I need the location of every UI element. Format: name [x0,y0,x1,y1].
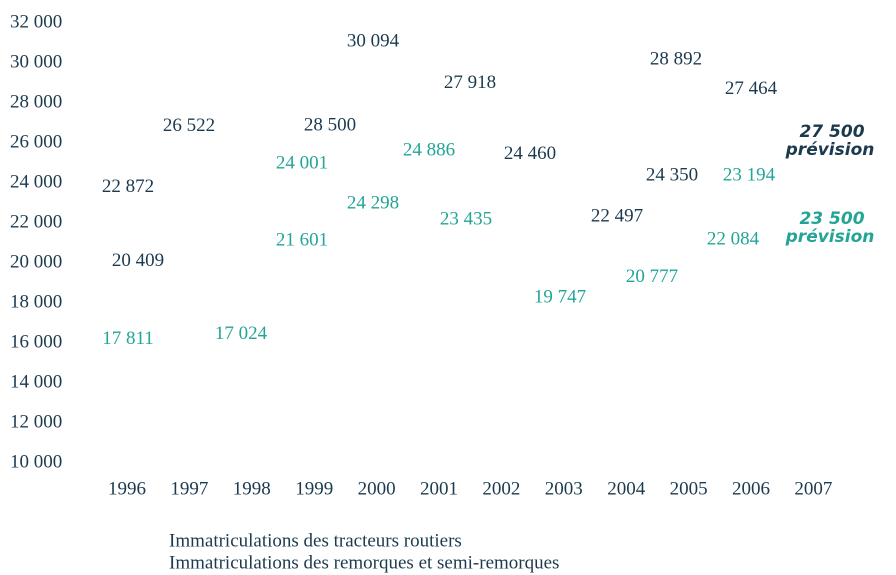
x-tick-label: 2007 [794,478,832,499]
value-label: 27 918 [444,72,496,93]
forecast-note: prévision [785,140,875,160]
value-label: 24 460 [504,143,556,164]
value-label: 22 497 [591,205,643,226]
value-label: 24 298 [347,192,399,213]
forecast-note: prévision [785,227,875,247]
value-label: 20 409 [112,250,164,271]
x-tick-label: 1998 [233,478,271,499]
x-tick-label: 2006 [732,478,770,499]
value-label: 20 777 [626,266,678,287]
value-label: 21 601 [276,229,328,250]
forecast-label: 27 500 [799,122,864,142]
value-label: 17 024 [215,323,268,344]
value-label: 26 522 [163,115,215,136]
value-label: 27 464 [725,78,778,99]
value-label: 24 001 [276,152,328,173]
value-label: 17 811 [102,328,154,349]
x-tick-label: 2003 [545,478,583,499]
y-tick-label: 14 000 [10,371,62,392]
value-label: 24 350 [646,164,698,185]
legend-label: Immatriculations des remorques et semi-r… [169,552,559,573]
legend-label: Immatriculations des tracteurs routiers [169,530,462,551]
y-tick-label: 18 000 [10,291,62,312]
x-tick-label: 2001 [420,478,458,499]
x-tick-label: 2000 [358,478,396,499]
y-tick-label: 22 000 [10,211,62,232]
x-tick-label: 1996 [108,478,146,499]
value-label: 22 872 [102,176,154,197]
x-tick-label: 1999 [295,478,333,499]
x-tick-label: 2004 [607,478,646,499]
value-label: 30 094 [347,30,400,51]
value-label: 23 194 [723,164,776,185]
value-label: 24 886 [403,140,455,161]
y-tick-label: 10 000 [10,451,62,472]
y-tick-label: 28 000 [10,91,62,112]
y-tick-label: 12 000 [10,411,62,432]
value-label: 28 500 [304,114,356,135]
y-tick-label: 30 000 [10,51,62,72]
y-tick-label: 16 000 [10,331,62,352]
x-tick-label: 1997 [170,478,208,499]
value-label: 22 084 [707,229,760,250]
value-label: 23 435 [440,209,492,230]
value-label: 19 747 [534,286,586,307]
y-tick-label: 20 000 [10,251,62,272]
y-tick-label: 24 000 [10,171,62,192]
y-tick-label: 32 000 [10,11,62,32]
x-tick-label: 2005 [670,478,708,499]
value-label: 28 892 [650,49,702,70]
x-tick-label: 2002 [482,478,520,499]
y-tick-label: 26 000 [10,131,62,152]
forecast-label: 23 500 [799,209,864,229]
